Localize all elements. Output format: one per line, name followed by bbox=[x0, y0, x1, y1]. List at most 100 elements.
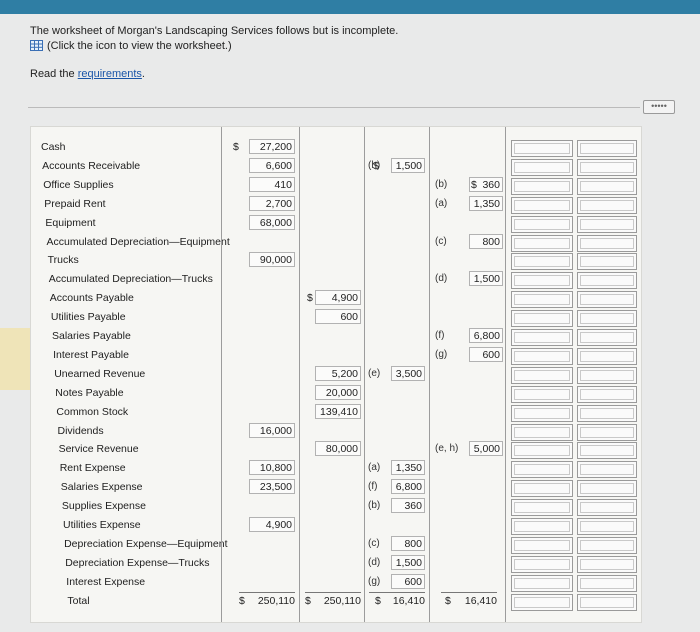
worksheet-input-cell[interactable] bbox=[577, 310, 637, 328]
worksheet-input-cell[interactable] bbox=[577, 215, 637, 233]
worksheet-input-cell[interactable] bbox=[511, 234, 573, 252]
worksheet-input-cell[interactable] bbox=[577, 140, 637, 157]
worksheet-link-row[interactable]: (Click the icon to view the worksheet.) bbox=[30, 39, 398, 54]
worksheet-input-cell[interactable] bbox=[511, 215, 573, 233]
unadjusted-credit-amount-box[interactable] bbox=[315, 290, 361, 306]
worksheet-input-cell[interactable] bbox=[511, 385, 573, 403]
adjustment-debit-amount-box[interactable] bbox=[391, 535, 425, 551]
unadjusted-credit-amount: 4,900 bbox=[331, 292, 358, 305]
account-label: Trucks bbox=[47, 254, 79, 267]
adjustment-credit-amount-box[interactable] bbox=[469, 176, 503, 192]
adjustment-debit-amount-box[interactable] bbox=[391, 554, 425, 570]
worksheet-input-cell[interactable] bbox=[577, 518, 637, 535]
unadjusted-credit-amount-box[interactable] bbox=[315, 384, 361, 400]
adjustment-credit-amount-box[interactable] bbox=[469, 328, 503, 343]
unadjusted-credit-amount-box[interactable] bbox=[315, 441, 361, 457]
worksheet-input-cell[interactable] bbox=[577, 253, 637, 271]
adjustment-credit-amount-box[interactable] bbox=[469, 441, 503, 457]
worksheet-input-cell[interactable] bbox=[577, 536, 637, 554]
worksheet-input-cell[interactable] bbox=[511, 158, 573, 176]
unadjusted-debit-amount-box[interactable] bbox=[249, 460, 295, 476]
account-label: Accounts Payable bbox=[49, 292, 134, 305]
account-label: Interest Payable bbox=[53, 348, 129, 361]
worksheet-input-cell[interactable] bbox=[577, 423, 637, 441]
worksheet-grid-icon[interactable] bbox=[30, 40, 43, 51]
worksheet-input-cell[interactable] bbox=[511, 536, 573, 554]
worksheet-input-cell[interactable] bbox=[511, 329, 573, 346]
worksheet-input-cell[interactable] bbox=[577, 347, 637, 365]
worksheet-input-cell[interactable] bbox=[577, 272, 637, 290]
account-label: Utilities Expense bbox=[63, 519, 141, 531]
worksheet-input-cell[interactable] bbox=[577, 329, 637, 346]
unadjusted-credit-amount-box[interactable] bbox=[315, 309, 361, 325]
worksheet-link-text[interactable]: (Click the icon to view the worksheet.) bbox=[47, 40, 232, 52]
unadjusted-credit-amount-box[interactable] bbox=[315, 403, 361, 419]
adjustment-credit-amount-box[interactable] bbox=[469, 271, 503, 287]
worksheet-input-cell[interactable] bbox=[577, 385, 637, 403]
adjustment-debit-amount-box[interactable] bbox=[391, 460, 425, 476]
worksheet-input-cell[interactable] bbox=[511, 272, 573, 290]
worksheet-input-cell[interactable] bbox=[511, 347, 573, 365]
unadjusted-credit-amount-box[interactable] bbox=[315, 365, 361, 381]
adjustment-credit-amount-box[interactable] bbox=[469, 346, 503, 362]
unadjusted-debit-amount-box[interactable] bbox=[249, 479, 295, 495]
worksheet-input-cell[interactable] bbox=[511, 574, 573, 592]
worksheet-input-cell[interactable] bbox=[577, 593, 637, 611]
worksheet-input-cell[interactable] bbox=[511, 196, 573, 214]
adjustment-credit-amount-ref: (a) bbox=[435, 197, 448, 209]
unadjusted-debit-amount-box[interactable] bbox=[249, 157, 295, 173]
worksheet-input-cell[interactable] bbox=[577, 177, 637, 195]
adjustment-debit-amount-box[interactable] bbox=[391, 573, 425, 589]
worksheet-input-cell[interactable] bbox=[577, 555, 637, 573]
adjustment-debit-amount-box[interactable] bbox=[391, 498, 425, 514]
worksheet-input-cell[interactable] bbox=[511, 480, 573, 498]
worksheet-input-cell[interactable] bbox=[577, 499, 637, 517]
account-label: Common Stock bbox=[56, 405, 129, 418]
worksheet-input-cell[interactable] bbox=[577, 404, 637, 422]
worksheet-input-cell[interactable] bbox=[577, 442, 637, 460]
worksheet-input-cell[interactable] bbox=[511, 442, 573, 460]
worksheet-input-cell[interactable] bbox=[577, 196, 637, 214]
adjustment-credit-amount-ref: (c) bbox=[435, 235, 447, 247]
worksheet-input-cell[interactable] bbox=[577, 480, 637, 498]
worksheet-input-cell[interactable] bbox=[577, 158, 637, 176]
dollar-sign: $ bbox=[471, 178, 477, 191]
worksheet-input-cell[interactable] bbox=[577, 366, 637, 384]
worksheet-input-cell[interactable] bbox=[577, 291, 637, 309]
worksheet-input-cell[interactable] bbox=[511, 461, 573, 479]
worksheet-input-cell[interactable] bbox=[511, 366, 573, 384]
worksheet-input-cell[interactable] bbox=[511, 499, 573, 517]
adjustment-credit-amount-box[interactable] bbox=[469, 195, 503, 211]
more-button[interactable]: ••••• bbox=[643, 100, 675, 114]
worksheet-input-cell[interactable] bbox=[511, 593, 573, 611]
unadjusted-debit-amount-box[interactable] bbox=[249, 176, 295, 192]
worksheet-input-cell[interactable] bbox=[577, 574, 637, 592]
worksheet-input-cell[interactable] bbox=[511, 423, 573, 441]
unadjusted-debit-amount-box[interactable] bbox=[249, 195, 295, 211]
worksheet-input-cell[interactable] bbox=[511, 404, 573, 422]
adjustment-debit-amount-ref: (h) bbox=[368, 159, 381, 171]
unadjusted-debit-amount-box[interactable] bbox=[249, 139, 295, 154]
adjustment-debit-amount-box[interactable] bbox=[391, 157, 425, 173]
worksheet-input-cell[interactable] bbox=[511, 291, 573, 309]
worksheet-input-cell[interactable] bbox=[511, 140, 573, 157]
adjustment-credit-amount-box[interactable] bbox=[469, 233, 503, 249]
unadjusted-debit-amount-box[interactable] bbox=[249, 252, 295, 268]
total-rule bbox=[239, 591, 295, 593]
unadjusted-debit-amount-box[interactable] bbox=[249, 214, 295, 230]
account-label: Depreciation Expense—Equipment bbox=[64, 537, 228, 550]
adjustment-debit-amount: 3,500 bbox=[395, 367, 422, 380]
requirements-link[interactable]: requirements bbox=[77, 68, 142, 80]
worksheet-input-cell[interactable] bbox=[511, 555, 573, 573]
worksheet-input-cell[interactable] bbox=[511, 177, 573, 195]
worksheet-input-cell[interactable] bbox=[511, 310, 573, 328]
adjustment-debit-amount-box[interactable] bbox=[391, 365, 425, 381]
worksheet-input-cell[interactable] bbox=[511, 518, 573, 535]
adjustment-credit-amount-ref: (e, h) bbox=[435, 443, 459, 455]
worksheet-input-cell[interactable] bbox=[511, 253, 573, 271]
unadjusted-debit-amount-box[interactable] bbox=[249, 422, 295, 438]
adjustment-debit-amount-box[interactable] bbox=[391, 479, 425, 495]
worksheet-input-cell[interactable] bbox=[577, 234, 637, 252]
unadjusted-debit-amount-box[interactable] bbox=[249, 517, 295, 532]
worksheet-input-cell[interactable] bbox=[577, 461, 637, 479]
